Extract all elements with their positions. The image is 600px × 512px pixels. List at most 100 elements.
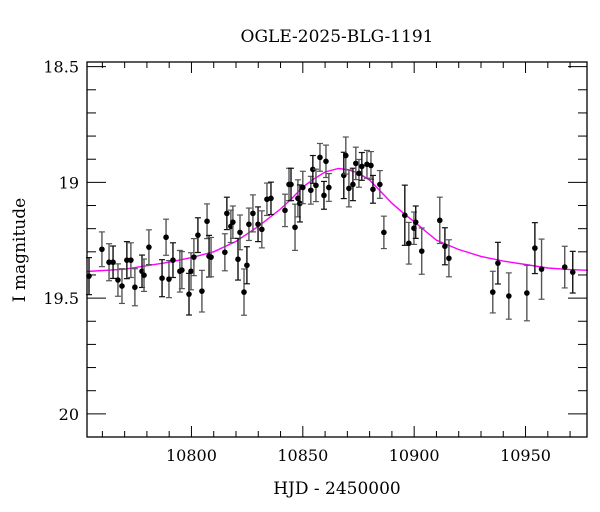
point-marker — [323, 158, 329, 165]
data-point — [531, 222, 538, 275]
point-marker — [300, 184, 306, 191]
data-point — [445, 239, 452, 278]
model-curve — [86, 167, 588, 273]
point-marker — [370, 186, 376, 193]
x-tick-label: 10950 — [500, 446, 551, 465]
y-tick-label: 20 — [59, 405, 79, 424]
data-point — [369, 174, 376, 204]
point-marker — [359, 163, 365, 170]
data-point — [316, 142, 323, 172]
point-marker — [241, 289, 247, 295]
data-point — [380, 215, 387, 250]
point-marker — [292, 224, 298, 231]
data-point — [106, 243, 113, 282]
point-marker — [310, 166, 316, 173]
point-marker — [350, 181, 356, 188]
point-marker — [282, 207, 288, 214]
point-marker — [246, 221, 252, 228]
data-point — [258, 210, 265, 249]
point-marker — [495, 260, 501, 266]
data-point — [204, 203, 211, 240]
point-marker — [326, 184, 332, 191]
x-tick-label: 10900 — [389, 446, 440, 465]
point-marker — [268, 195, 274, 202]
point-marker — [569, 269, 576, 275]
point-marker — [250, 210, 256, 217]
point-marker — [204, 218, 210, 225]
point-marker — [342, 152, 349, 159]
point-marker — [259, 226, 265, 233]
data-point — [118, 268, 125, 305]
axis-ticks — [87, 62, 587, 438]
point-marker — [110, 259, 116, 266]
point-marker — [146, 244, 152, 250]
data-point — [292, 203, 299, 252]
point-marker — [489, 289, 496, 295]
point-marker — [179, 267, 185, 273]
data-point — [358, 151, 365, 181]
point-marker — [506, 293, 512, 299]
data-point — [243, 246, 250, 285]
data-point — [309, 154, 316, 184]
data-point — [237, 214, 244, 251]
point-marker — [412, 219, 419, 225]
data-point — [352, 146, 359, 181]
point-marker — [381, 229, 387, 236]
data-point — [322, 144, 329, 179]
point-marker — [436, 217, 443, 224]
data-point — [123, 241, 130, 280]
data-point — [159, 259, 166, 298]
data-point — [221, 233, 228, 272]
data-point — [412, 205, 419, 239]
data-point — [523, 264, 530, 322]
data-point — [320, 180, 327, 210]
x-axis-label: HJD - 2450000 — [273, 479, 401, 499]
point-marker — [368, 162, 374, 169]
point-marker — [561, 264, 568, 270]
data-point — [190, 238, 197, 277]
data-point — [169, 242, 176, 279]
point-marker — [418, 248, 425, 254]
data-point — [418, 227, 425, 275]
point-marker — [208, 254, 214, 260]
point-marker — [124, 257, 130, 263]
point-marker — [255, 221, 261, 228]
point-marker — [442, 243, 448, 250]
point-marker — [353, 160, 359, 167]
plot-frame — [86, 61, 588, 438]
data-point — [188, 252, 195, 291]
point-marker — [170, 257, 176, 263]
data-point — [127, 242, 134, 279]
point-marker — [188, 268, 194, 275]
point-marker — [308, 187, 314, 194]
data-point — [345, 169, 352, 208]
data-point — [489, 270, 496, 314]
y-axis-label: I magnitude — [10, 198, 30, 302]
point-marker — [141, 272, 147, 278]
point-marker — [115, 277, 121, 283]
data-point — [376, 169, 383, 199]
point-marker — [377, 181, 383, 188]
data-point — [249, 194, 256, 233]
point-marker — [99, 246, 105, 253]
point-marker — [321, 192, 327, 199]
data-point — [194, 217, 201, 254]
point-marker — [222, 249, 228, 256]
data-point — [110, 245, 117, 280]
x-tick-label: 10800 — [166, 446, 217, 465]
point-marker — [235, 256, 241, 263]
point-marker — [317, 154, 323, 161]
tick-labels: 10800 10850 10900 10950 18.5 19 19.5 20 — [43, 58, 551, 465]
data-point — [208, 236, 215, 278]
point-marker — [195, 232, 201, 238]
data-point — [281, 193, 288, 228]
data-point — [178, 250, 185, 290]
data-point — [436, 196, 443, 245]
point-marker — [163, 234, 169, 241]
point-marker — [402, 212, 408, 219]
data-point — [288, 167, 295, 202]
point-marker — [237, 229, 243, 236]
point-marker — [186, 291, 192, 297]
data-point — [198, 269, 205, 313]
